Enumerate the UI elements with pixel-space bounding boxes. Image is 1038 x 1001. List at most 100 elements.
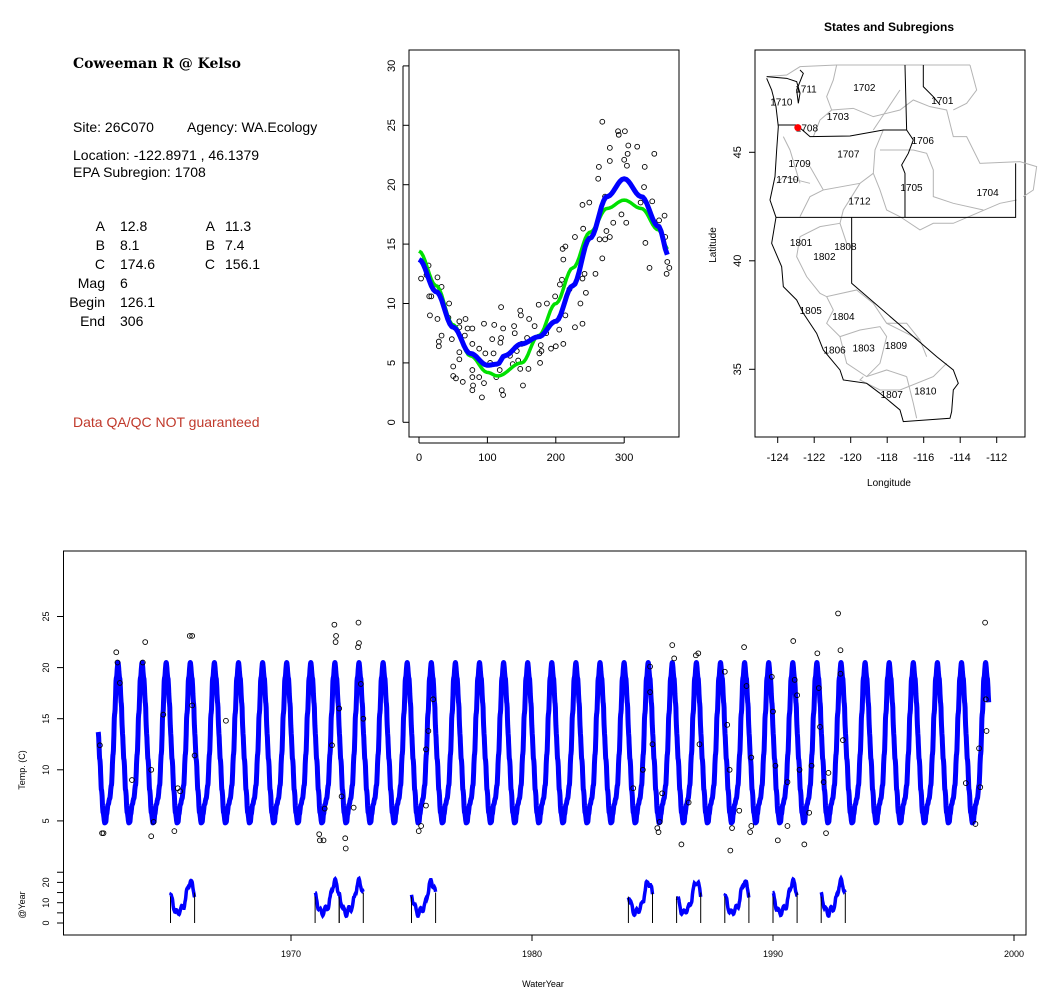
data-point (572, 234, 578, 240)
data-point (548, 345, 554, 352)
observation-point (142, 639, 149, 645)
annual-curve (723, 879, 751, 917)
data-point (469, 374, 476, 381)
data-point (583, 289, 589, 296)
observation-point (770, 708, 776, 715)
region-label: 1706 (912, 136, 935, 147)
lat-tick-label: 45 (732, 146, 744, 158)
observation-point (696, 741, 703, 748)
data-point (556, 326, 563, 333)
lon-tick-label: -112 (986, 452, 1007, 464)
data-point (641, 184, 647, 190)
temp-tick-label: 5 (41, 818, 51, 823)
annual-tick-label: 20 (41, 877, 51, 887)
data-point (531, 323, 538, 329)
subregion-boundary (800, 223, 840, 236)
temp-tick-label: 25 (41, 611, 51, 621)
data-point (656, 217, 662, 224)
data-point (577, 300, 584, 307)
agency: Agency: WA.Ecology (187, 119, 318, 135)
observation-point (977, 784, 984, 791)
year-tick-label: 1990 (763, 949, 783, 959)
observation-point (669, 642, 676, 648)
data-point (518, 312, 524, 319)
data-point (606, 234, 613, 240)
observation-point (320, 837, 327, 844)
lon-tick-label: -120 (840, 452, 862, 464)
data-point (623, 219, 630, 226)
observation-point (331, 621, 338, 628)
region-label: 1707 (837, 149, 860, 160)
data-point (498, 387, 505, 394)
subregion-boundary (827, 65, 1037, 197)
observation-point (748, 823, 755, 829)
observation-point (656, 819, 663, 825)
annual-ylabel: @Year (17, 891, 27, 918)
y-tick-label: 5 (386, 360, 398, 366)
observation-point (724, 721, 731, 728)
data-point (469, 325, 476, 332)
lon-tick-label: -122 (803, 452, 825, 464)
observation-point (784, 779, 791, 785)
region-label: 1710 (776, 175, 799, 186)
data-point (666, 265, 673, 271)
annual-curve (313, 876, 341, 920)
observation-point (329, 742, 335, 749)
subregion-boundary (873, 90, 900, 130)
observation-point (729, 825, 735, 831)
observation-point (129, 777, 135, 783)
observation-point (835, 610, 841, 617)
data-point (624, 162, 630, 169)
region-label: 1806 (824, 345, 847, 356)
x-tick-label: 100 (478, 452, 496, 464)
observation-point (186, 633, 193, 639)
data-point (434, 316, 441, 322)
data-point (520, 382, 526, 389)
region-label: 1803 (853, 343, 876, 354)
x-tick-label: 300 (615, 452, 633, 464)
data-point (537, 342, 544, 348)
data-point (418, 275, 424, 282)
annual-curve (337, 875, 365, 919)
data-point (456, 356, 463, 363)
blue-fit-line (417, 176, 670, 368)
region-label: 1701 (931, 96, 954, 107)
data-point (559, 276, 565, 283)
observation-point (189, 702, 196, 709)
map-shapes (767, 65, 1037, 422)
observation-point (796, 766, 803, 773)
observation-point (430, 696, 437, 703)
observation-point (150, 819, 157, 825)
data-point (490, 350, 497, 357)
temp-tick-label: 15 (41, 714, 51, 724)
y-tick-label: 15 (386, 238, 398, 250)
param-label-2: A (205, 218, 215, 234)
data-point (615, 131, 622, 138)
param-value: 174.6 (120, 256, 156, 272)
y-tick-label: 30 (386, 60, 398, 72)
annual-curve (771, 876, 799, 918)
region-label: 1703 (827, 112, 850, 123)
y-tick-label: 0 (386, 419, 398, 425)
temp-tick-label: 10 (41, 765, 51, 775)
data-point (462, 316, 469, 322)
data-point (603, 228, 610, 234)
observation-point (338, 793, 345, 800)
data-point (634, 143, 641, 150)
observation-point (685, 799, 692, 806)
observation-point (768, 673, 775, 680)
observation-point (727, 847, 734, 854)
data-point (579, 202, 586, 208)
subregion-boundary (810, 167, 873, 190)
observation-point (976, 745, 982, 752)
fitted-temperature-line (95, 660, 992, 826)
idaho-mt-border (923, 65, 940, 105)
observation-point (794, 692, 800, 699)
region-label: 1808 (834, 242, 857, 253)
observation-point (333, 633, 339, 639)
param-value: 6 (120, 275, 128, 291)
data-point (579, 275, 586, 282)
observation-point (191, 752, 198, 759)
data-point (517, 365, 524, 372)
data-point (625, 142, 632, 149)
